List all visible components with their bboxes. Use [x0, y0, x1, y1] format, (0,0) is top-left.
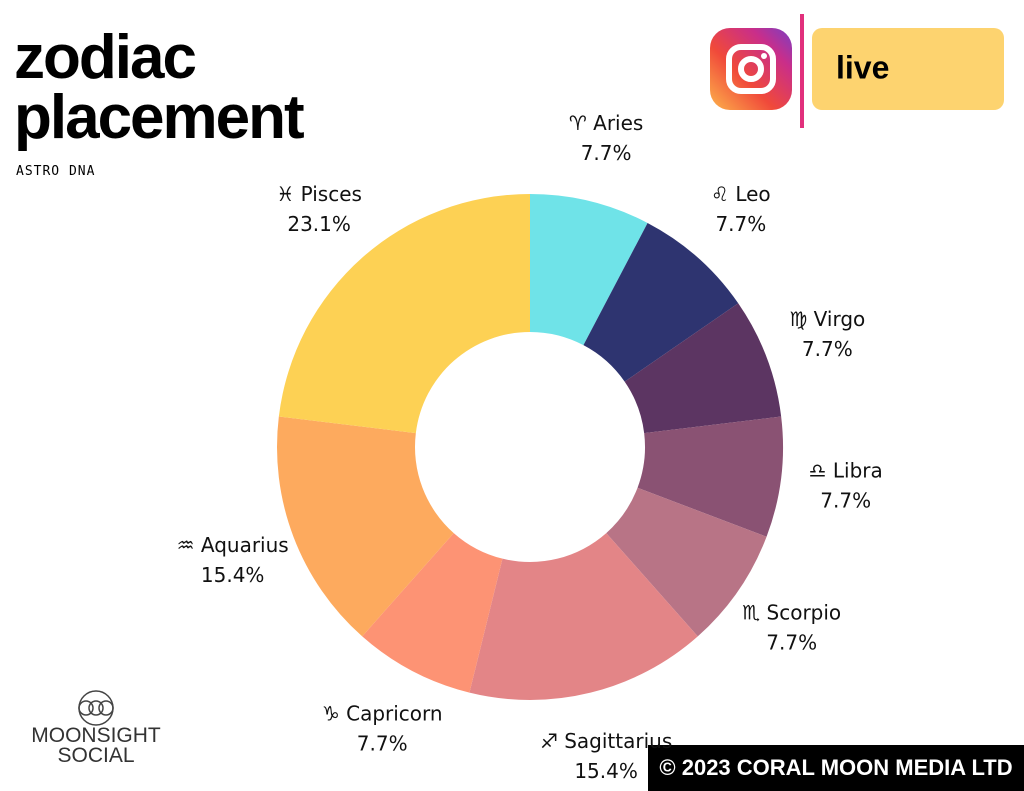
- logo-mark: [78, 690, 114, 726]
- slice-label: ♑ Capricorn: [322, 702, 443, 726]
- slice-value: 7.7%: [820, 488, 871, 512]
- footer-bar: [648, 745, 1024, 791]
- slice-label: ♍ Virgo: [789, 307, 865, 331]
- slice-value: 7.7%: [715, 212, 766, 236]
- badge: [812, 28, 1004, 110]
- wedge: [583, 222, 739, 382]
- wedge: [362, 533, 503, 693]
- slice-label: ♎ Libra: [809, 458, 883, 482]
- slice-value: 7.7%: [357, 732, 408, 756]
- wedge: [278, 194, 530, 434]
- wedge: [469, 533, 698, 700]
- slice-value: 15.4%: [201, 563, 265, 587]
- instagram-glyph: [761, 53, 767, 59]
- instagram-glyph: [726, 44, 776, 94]
- wedge: [277, 416, 454, 637]
- slice-label: ♒ Aquarius: [177, 533, 289, 557]
- slice-value: 7.7%: [802, 337, 853, 361]
- wedge: [624, 303, 782, 434]
- slice-label: ♏ Scorpio: [742, 601, 841, 625]
- logo-text: SOCIAL: [57, 744, 134, 767]
- slice-value: 7.7%: [766, 631, 817, 655]
- slice-value: 15.4%: [574, 759, 638, 783]
- slice-label: ♌ Leo: [711, 182, 771, 206]
- slice-value: 7.7%: [581, 141, 632, 165]
- wedge: [530, 194, 648, 346]
- footer-text: © 2023 CORAL MOON MEDIA LTD: [659, 755, 1012, 780]
- badge-text: live: [836, 49, 889, 85]
- wedge: [606, 487, 767, 637]
- title: zodiac placement: [14, 23, 305, 152]
- instagram-icon: [710, 28, 792, 110]
- instagram-glyph: [738, 56, 764, 82]
- slice-label: ♈ Aries: [569, 111, 643, 135]
- slice-label: ♐ Sagittarius: [540, 729, 672, 753]
- logo-text: MOONSIGHT: [31, 724, 161, 747]
- slice-value: 23.1%: [287, 212, 351, 236]
- slice-label: ♓ Pisces: [276, 182, 362, 206]
- wedge: [637, 416, 783, 537]
- subtitle: ASTRO DNA: [16, 164, 96, 179]
